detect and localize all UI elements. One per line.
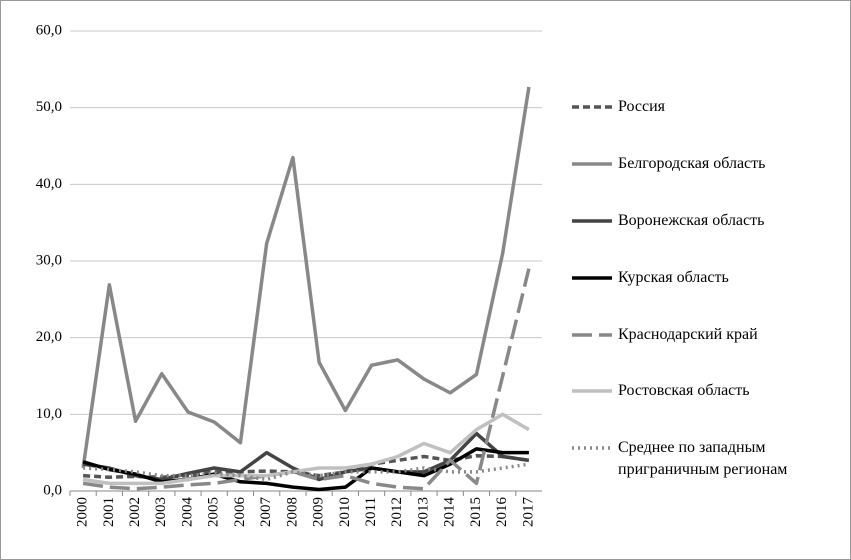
x-tick: 2016 <box>494 497 510 528</box>
x-tick-label: 2015 <box>468 497 484 527</box>
x-tick-label: 2005 <box>206 497 222 527</box>
x-tick-label: 2004 <box>179 497 195 528</box>
y-tick-label: 30,0 <box>36 252 62 268</box>
legend-label: Россия <box>618 98 666 115</box>
x-tick: 2011 <box>363 497 379 526</box>
y-tick-label: 50,0 <box>36 99 62 115</box>
x-tick: 2004 <box>179 497 195 528</box>
series-line <box>81 86 531 469</box>
y-tick-label: 60,0 <box>36 22 62 38</box>
legend-item: Курская область <box>570 267 846 289</box>
x-tick-label: 2011 <box>363 497 379 526</box>
y-tick-label: 10,0 <box>36 406 62 422</box>
x-tick-label: 2001 <box>101 497 117 527</box>
x-tick: 2013 <box>415 497 431 527</box>
legend-swatch <box>572 276 612 280</box>
legend-label: Ростовская область <box>618 382 750 399</box>
legend-item: Краснодарский край <box>570 324 846 346</box>
legend-label: Краснодарский край <box>618 326 758 343</box>
legend-item: Белгородская область <box>570 153 846 175</box>
x-tick-label: 2009 <box>311 497 327 527</box>
legend-label: Курская область <box>618 269 729 286</box>
x-tick-label: 2013 <box>415 497 431 527</box>
x-tick-label: 2012 <box>389 497 405 527</box>
legend-swatch <box>572 389 612 393</box>
x-tick: 2003 <box>153 497 169 527</box>
y-tick-label: 40,0 <box>36 176 62 192</box>
legend-swatch <box>572 105 612 109</box>
x-tick: 2009 <box>311 497 327 527</box>
legend-label: Воронежская область <box>618 212 765 229</box>
x-tick: 2005 <box>206 497 222 527</box>
x-tick: 2015 <box>468 497 484 527</box>
legend-item: Среднее по западным приграничным региона… <box>570 437 846 481</box>
x-tick-label: 2007 <box>258 497 274 528</box>
x-tick: 2007 <box>258 497 274 528</box>
x-tick: 2014 <box>442 497 458 528</box>
x-tick: 2017 <box>520 497 536 528</box>
legend-label: Белгородская область <box>618 155 766 172</box>
x-tick-label: 2010 <box>337 497 353 527</box>
x-tick-label: 2008 <box>284 497 300 527</box>
legend-item: Воронежская область <box>570 210 846 232</box>
legend-swatch <box>572 446 612 450</box>
legend-label: Среднее по западным приграничным региона… <box>618 439 788 478</box>
y-tick-label: 20,0 <box>36 329 62 345</box>
legend-swatch <box>572 162 612 166</box>
x-tick: 2006 <box>232 497 248 528</box>
x-tick: 2001 <box>101 497 117 527</box>
series-line <box>82 447 529 492</box>
x-tick: 2010 <box>337 497 353 527</box>
x-tick: 2008 <box>284 497 300 527</box>
x-tick-label: 2006 <box>232 497 248 528</box>
x-tick-label: 2003 <box>153 497 169 527</box>
legend-swatch <box>572 219 612 223</box>
x-tick-label: 2000 <box>75 497 91 527</box>
x-tick-label: 2016 <box>494 497 510 528</box>
x-tick-label: 2002 <box>127 497 143 527</box>
series-line <box>82 268 531 491</box>
x-tick: 2000 <box>75 497 91 527</box>
x-tick: 2012 <box>389 497 405 527</box>
legend-item: Россия <box>570 96 846 118</box>
x-tick-label: 2014 <box>442 497 458 528</box>
series-line <box>82 412 530 486</box>
x-tick-label: 2017 <box>520 497 536 528</box>
y-tick-label: 0,0 <box>43 482 62 498</box>
legend-item: Ростовская область <box>570 380 846 402</box>
legend-swatch <box>572 333 612 337</box>
x-tick: 2002 <box>127 497 143 527</box>
